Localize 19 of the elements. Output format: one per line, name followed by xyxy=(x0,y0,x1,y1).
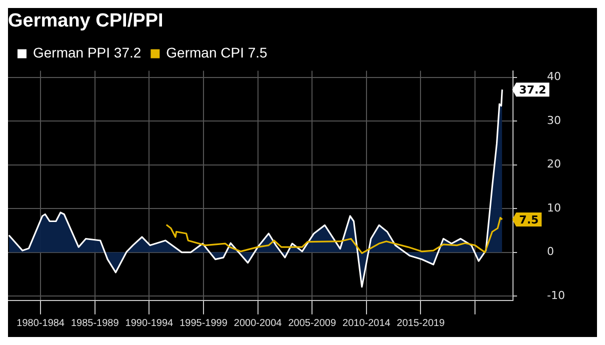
y-tick-label: 40 xyxy=(547,70,562,84)
y-tick-label: 10 xyxy=(547,201,562,214)
x-tick-label: 1990-1994 xyxy=(125,318,174,330)
annotation: 37.2 xyxy=(519,83,546,96)
x-tick-label: 1995-1999 xyxy=(180,318,228,330)
chart-title: Germany CPI/PPI xyxy=(8,10,164,32)
y-tick-label: 20 xyxy=(547,158,562,171)
x-tick-label: 2015-2019 xyxy=(396,318,446,330)
legend-label: German CPI 7.5 xyxy=(166,44,268,61)
x-tick-label: 2000-2004 xyxy=(234,318,282,330)
y-tick-label: 30 xyxy=(547,114,562,127)
x-tick-label: 2010-2014 xyxy=(342,318,391,330)
y-tick-label: -10 xyxy=(547,288,565,302)
x-tick-label: 1985-1989 xyxy=(70,318,120,330)
x-tick-label: 2005-2009 xyxy=(288,318,336,330)
y-tick-label: 0 xyxy=(547,245,554,258)
x-tick-label: 1980-1984 xyxy=(16,318,65,330)
legend-label: German PPI 37.2 xyxy=(33,44,142,61)
annotation: 7.5 xyxy=(519,213,539,226)
